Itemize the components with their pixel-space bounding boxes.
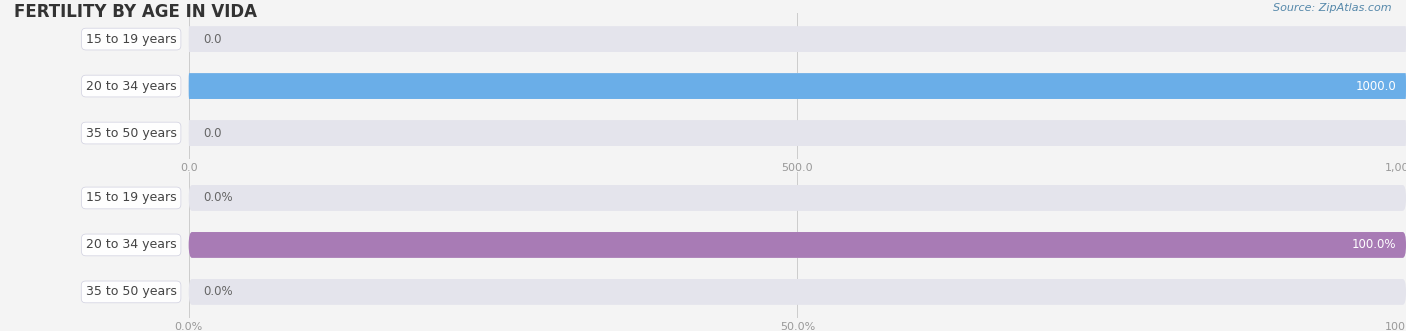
Text: Source: ZipAtlas.com: Source: ZipAtlas.com bbox=[1274, 3, 1392, 13]
FancyBboxPatch shape bbox=[188, 232, 1406, 258]
FancyBboxPatch shape bbox=[188, 73, 1406, 99]
Text: FERTILITY BY AGE IN VIDA: FERTILITY BY AGE IN VIDA bbox=[14, 3, 257, 21]
Text: 20 to 34 years: 20 to 34 years bbox=[86, 79, 177, 93]
FancyBboxPatch shape bbox=[188, 26, 1406, 52]
FancyBboxPatch shape bbox=[188, 279, 1406, 305]
Text: 1000.0: 1000.0 bbox=[1355, 79, 1396, 93]
Text: 20 to 34 years: 20 to 34 years bbox=[86, 238, 177, 252]
Text: 0.0: 0.0 bbox=[204, 32, 222, 46]
Text: 35 to 50 years: 35 to 50 years bbox=[86, 126, 177, 140]
Text: 15 to 19 years: 15 to 19 years bbox=[86, 191, 177, 205]
FancyBboxPatch shape bbox=[188, 120, 1406, 146]
Text: 0.0%: 0.0% bbox=[204, 191, 233, 205]
FancyBboxPatch shape bbox=[188, 232, 1406, 258]
FancyBboxPatch shape bbox=[188, 185, 1406, 211]
Text: 35 to 50 years: 35 to 50 years bbox=[86, 285, 177, 299]
Text: 100.0%: 100.0% bbox=[1351, 238, 1396, 252]
Text: 0.0%: 0.0% bbox=[204, 285, 233, 299]
Text: 0.0: 0.0 bbox=[204, 126, 222, 140]
FancyBboxPatch shape bbox=[188, 73, 1406, 99]
Text: 15 to 19 years: 15 to 19 years bbox=[86, 32, 177, 46]
